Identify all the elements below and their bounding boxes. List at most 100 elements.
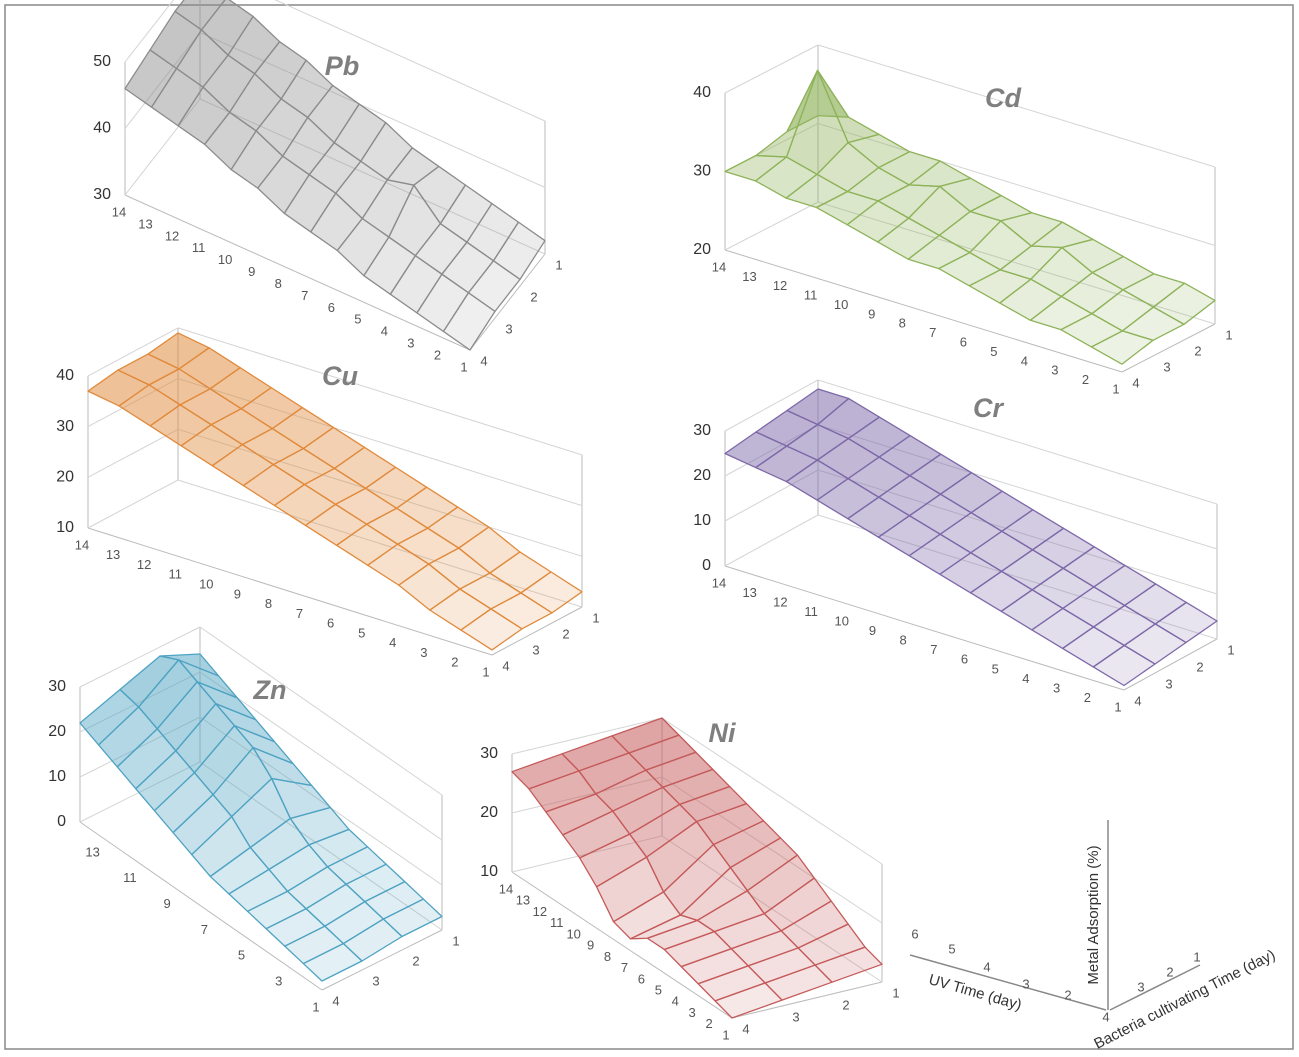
depth-tick-label: 2 [412,953,419,968]
depth-tick-label: 3 [1165,676,1172,691]
x-tick-label: 11 [550,915,564,930]
grid-line [199,716,443,886]
key-y-axis [1109,964,1201,1011]
x-tick-label: 9 [869,623,876,638]
key-y-label: Bacteria cultivating Time (day) [1091,946,1278,1052]
depth-tick-label: 1 [892,985,899,1000]
chart-title: Cd [985,83,1021,113]
x-tick-label: 11 [123,870,137,885]
key-y-tick: 1 [1193,949,1200,964]
chart-title: Ni [709,718,736,748]
x-tick-label: 14 [712,259,726,274]
key-y-tick: 3 [1137,979,1144,994]
grid-line [87,428,179,478]
z-tick-label: 20 [56,469,74,486]
depth-tick-label: 2 [530,289,537,304]
grid-line [124,98,201,196]
x-axis-line [724,249,1123,373]
x-tick-label: 5 [354,312,361,327]
chart-title: Cu [322,361,358,391]
x-tick-label: 12 [137,557,151,572]
key-y-tick: 2 [1166,964,1173,979]
key-x-tick: 5 [948,941,955,956]
surface-patch [1090,330,1154,365]
chart-title: Zn [253,675,287,705]
depth-tick-label: 4 [1132,375,1139,390]
x-tick-label: 2 [1082,372,1089,387]
x-axis-line [87,527,493,656]
depth-axis-line [469,253,546,351]
x-tick-label: 7 [930,642,937,657]
grid-line [177,378,583,507]
z-tick-label: 40 [56,367,74,384]
x-tick-label: 7 [929,325,936,340]
x-tick-label: 1 [722,1027,729,1042]
x-tick-label: 11 [192,240,206,255]
x-tick-label: 2 [451,655,458,670]
x-tick-label: 1 [460,359,467,374]
key-x-tick: 4 [983,959,990,974]
x-tick-label: 1 [1112,381,1119,396]
grid-line [661,776,883,924]
grid-line [199,626,443,796]
depth-tick-label: 1 [1227,642,1234,657]
x-tick-label: 14 [499,881,513,896]
depth-tick-label: 3 [1163,359,1170,374]
x-tick-label: 6 [960,335,967,350]
grid-line [87,327,179,377]
x-tick-label: 10 [835,614,849,629]
z-tick-label: 40 [693,84,711,101]
depth-axis-line [1121,323,1216,373]
grid-line [79,716,201,778]
depth-tick-label: 2 [842,997,849,1012]
z-tick-label: 10 [48,768,66,785]
x-tick-label: 12 [773,278,787,293]
x-tick-label: 8 [604,949,611,964]
x-tick-label: 3 [1053,680,1060,695]
x-tick-label: 10 [199,577,213,592]
grid-line [724,379,819,432]
z-tick-label: 0 [57,813,66,830]
depth-tick-label: 4 [480,353,487,368]
grid-line [79,761,201,823]
x-tick-label: 13 [742,269,756,284]
x-tick-label: 9 [868,306,875,321]
x-tick-label: 8 [275,276,282,291]
depth-tick-label: 4 [1134,693,1141,708]
x-tick-label: 12 [165,228,179,243]
x-tick-label: 6 [961,652,968,667]
grid-line [177,327,583,456]
grid-line [724,44,819,94]
x-tick-label: 10 [566,926,580,941]
depth-axis-line [321,929,443,991]
x-tick-label: 1 [482,664,489,679]
depth-tick-label: 3 [372,973,379,988]
key-y-tick: 4 [1102,1009,1109,1024]
grid-line [199,32,546,188]
x-tick-label: 13 [85,844,99,859]
x-tick-label: 4 [672,994,679,1009]
x-tick-label: 9 [163,896,170,911]
grid-line [79,626,201,688]
grid-line [817,123,1216,246]
x-tick-label: 12 [533,904,547,919]
x-tick-label: 9 [248,264,255,279]
z-tick-label: 30 [693,163,711,180]
x-tick-label: 13 [742,585,756,600]
z-tick-label: 20 [480,804,498,821]
key-x-tick: 3 [1022,976,1029,991]
x-tick-label: 4 [389,635,396,650]
key-z-label: Metal Adsorption (%) [1085,845,1102,984]
x-tick-label: 13 [516,893,530,908]
z-tick-label: 10 [56,519,74,536]
grid-line [817,379,1218,505]
depth-tick-label: 4 [502,658,509,673]
depth-tick-label: 1 [452,933,459,948]
surface-patch [1092,644,1156,687]
z-tick-label: 30 [93,186,111,203]
z-tick-label: 10 [480,863,498,880]
x-tick-label: 8 [265,596,272,611]
x-tick-label: 2 [705,1016,712,1031]
